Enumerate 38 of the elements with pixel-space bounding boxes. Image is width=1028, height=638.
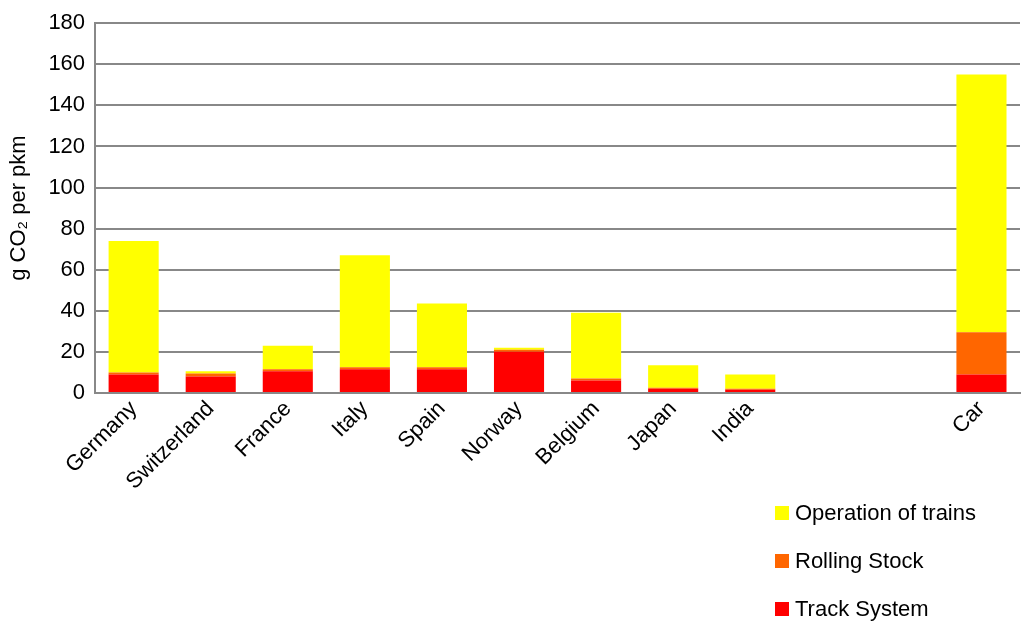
bar (416, 369, 467, 392)
legend-label: Rolling Stock (795, 548, 924, 574)
y-tick-label: 80 (60, 214, 86, 240)
y-tick-label: 100 (48, 173, 86, 199)
y-tick-label: 20 (60, 337, 86, 363)
y-tick-label: 160 (48, 50, 86, 76)
bar (648, 365, 699, 388)
bar (416, 367, 467, 370)
bar (339, 369, 390, 392)
bar (571, 378, 622, 381)
bar (262, 369, 313, 372)
x-tick-label: Italy (326, 395, 373, 442)
bar (416, 303, 467, 368)
bar (339, 367, 390, 370)
bar (108, 372, 159, 375)
y-tick-label: 180 (48, 9, 86, 35)
bar (956, 332, 1007, 375)
bar (956, 374, 1007, 392)
bar (185, 376, 236, 392)
bar (108, 240, 159, 373)
bar (262, 371, 313, 392)
y-tick-label: 40 (60, 296, 86, 322)
legend-label: Track System (795, 596, 929, 622)
bar (108, 374, 159, 392)
bar (262, 345, 313, 370)
bar (725, 374, 776, 389)
y-tick-label: 0 (72, 378, 86, 404)
y-tick-label: 60 (60, 255, 86, 281)
bar (571, 380, 622, 392)
x-tick-label: Car (946, 395, 990, 439)
y-tick-label: 120 (48, 132, 86, 158)
bar (571, 312, 622, 379)
y-tick-label: 140 (48, 91, 86, 117)
bar (956, 74, 1007, 333)
legend-label: Operation of trains (795, 500, 976, 526)
bar (493, 351, 545, 392)
y-axis-title: g CO₂ per pkm (5, 135, 31, 281)
bar (339, 255, 390, 368)
